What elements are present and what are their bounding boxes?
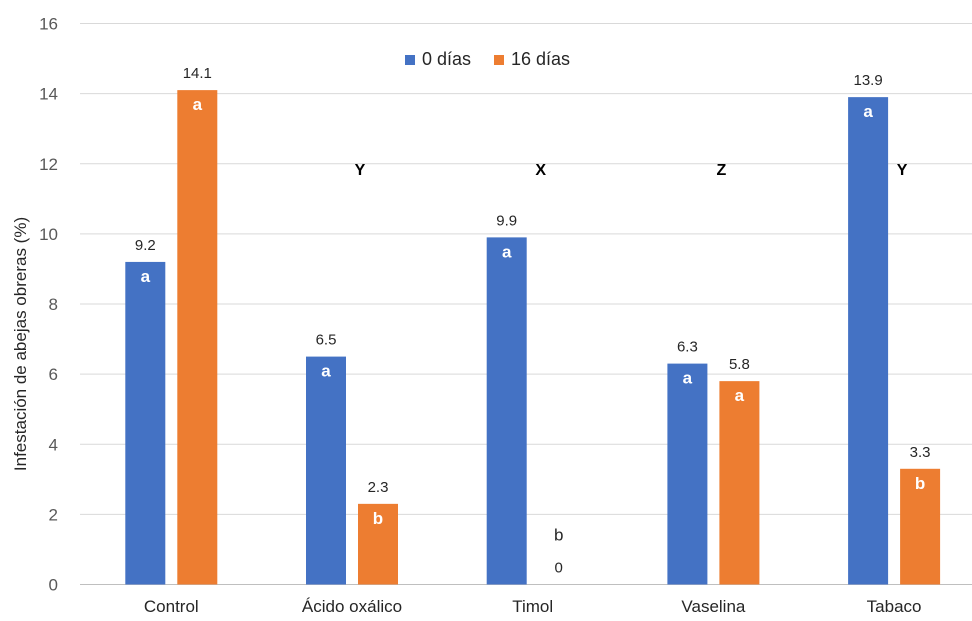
y-tick-label: 10 bbox=[39, 225, 58, 244]
data-label: 3.3 bbox=[910, 444, 931, 461]
data-label: 5.8 bbox=[729, 356, 750, 373]
y-axis-ticks: 0 2 4 6 8 10 12 14 16 bbox=[39, 15, 58, 595]
significance-letter: a bbox=[863, 102, 873, 121]
x-axis-categories: Control Ácido oxálico Timol Vaselina Tabaco bbox=[144, 597, 922, 616]
y-tick-label: 16 bbox=[39, 15, 58, 34]
significance-letter: b bbox=[554, 526, 563, 545]
significance-letter: a bbox=[321, 362, 331, 381]
bar bbox=[848, 97, 889, 585]
data-label: 13.9 bbox=[853, 72, 882, 89]
significance-letter: a bbox=[502, 242, 512, 261]
y-tick-label: 8 bbox=[49, 295, 58, 314]
data-label: 6.5 bbox=[316, 332, 337, 349]
data-label: 9.9 bbox=[496, 212, 517, 229]
significance-letter: a bbox=[193, 95, 203, 114]
data-label: 14.1 bbox=[183, 65, 212, 82]
y-tick-label: 2 bbox=[49, 505, 58, 524]
category-label: Tabaco bbox=[867, 597, 922, 616]
group-letter: Y bbox=[897, 162, 908, 179]
significance-letter: b bbox=[373, 509, 383, 528]
category-label: Control bbox=[144, 597, 199, 616]
significance-letter: a bbox=[683, 369, 693, 388]
legend-label: 0 días bbox=[422, 49, 471, 69]
bar bbox=[486, 237, 527, 585]
legend-label: 16 días bbox=[511, 49, 570, 69]
bar bbox=[900, 468, 941, 585]
group-letter: Y bbox=[355, 162, 366, 179]
y-tick-label: 14 bbox=[39, 85, 58, 104]
bar bbox=[177, 90, 218, 585]
bar bbox=[125, 261, 166, 585]
data-label: 0 bbox=[555, 560, 563, 577]
data-labels: 9.2 a 14.1 a 6.5 a 2.3 b 9.9 a 0 b 6.3 a 5.8 a 13.9 a 3.3 b bbox=[135, 65, 931, 576]
category-label: Vaselina bbox=[681, 597, 745, 616]
bar bbox=[719, 381, 760, 585]
data-label: 2.3 bbox=[368, 479, 389, 496]
bar bbox=[358, 503, 398, 585]
y-tick-label: 4 bbox=[49, 435, 58, 454]
y-tick-label: 0 bbox=[49, 576, 58, 595]
data-label: 9.2 bbox=[135, 237, 156, 254]
significance-letter: b bbox=[915, 474, 925, 493]
legend: 0 días 16 días bbox=[405, 49, 570, 69]
bars bbox=[125, 90, 941, 585]
group-letter: X bbox=[535, 162, 546, 179]
significance-letter: a bbox=[141, 267, 151, 286]
bar bbox=[667, 363, 708, 585]
legend-swatch bbox=[494, 55, 504, 65]
data-label: 6.3 bbox=[677, 339, 698, 356]
y-tick-label: 6 bbox=[49, 365, 58, 384]
legend-swatch bbox=[405, 55, 415, 65]
bar bbox=[306, 356, 346, 585]
y-axis-label: Infestación de abejas obreras (%) bbox=[11, 217, 30, 471]
group-letter: Z bbox=[717, 162, 727, 179]
category-label: Ácido oxálico bbox=[302, 597, 402, 616]
y-tick-label: 12 bbox=[39, 155, 58, 174]
significance-letter: a bbox=[735, 386, 745, 405]
category-label: Timol bbox=[512, 597, 553, 616]
